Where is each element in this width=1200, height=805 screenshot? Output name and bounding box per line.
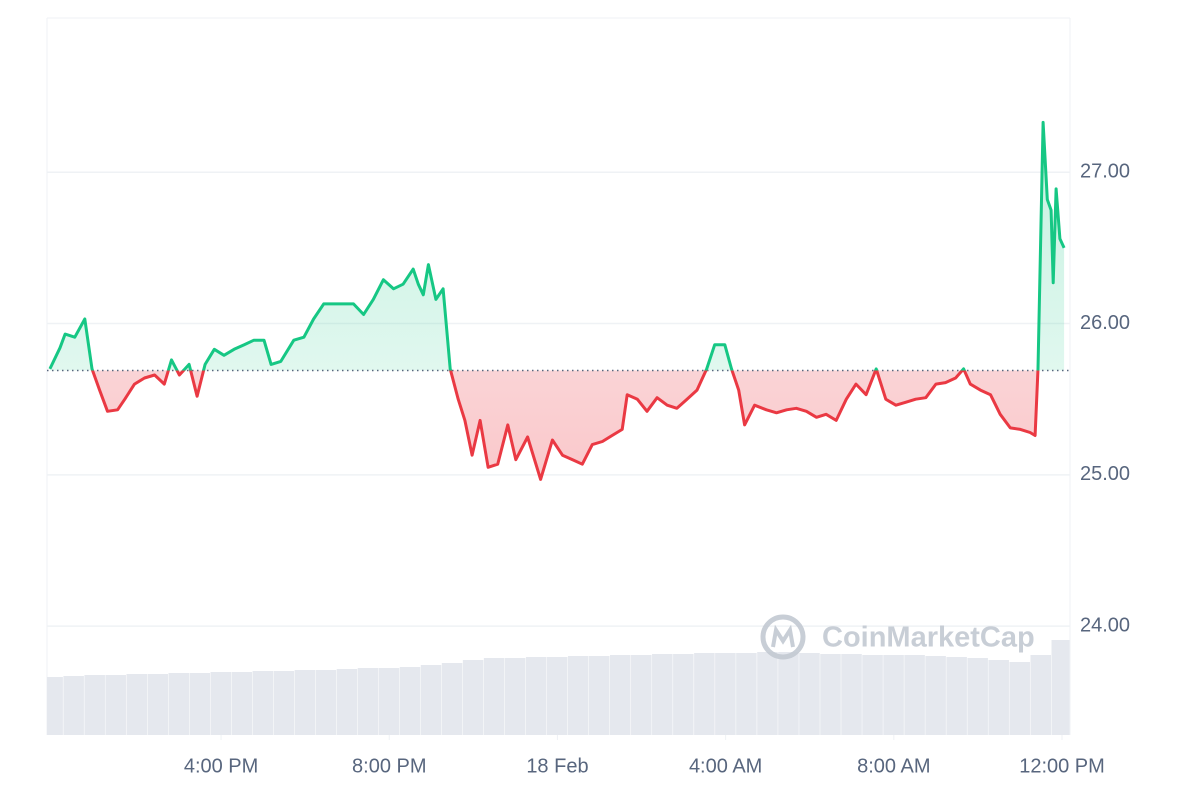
volume-bar xyxy=(105,675,126,735)
volume-bar xyxy=(946,657,967,735)
volume-bar xyxy=(757,652,778,735)
volume-bar xyxy=(441,663,463,735)
volume-bar xyxy=(610,655,631,735)
volume-bar xyxy=(1009,662,1030,735)
y-tick-label: 24.00 xyxy=(1080,614,1130,636)
area-down xyxy=(92,370,1038,480)
volume-bar xyxy=(904,655,925,735)
volume-bar xyxy=(631,655,652,735)
watermark-text: CoinMarketCap xyxy=(822,622,1035,654)
volume-bar xyxy=(715,653,736,735)
background-layer: 24.00 25.00 26.00 27.00 4:00 PM 8:00 PM 18 Feb… xyxy=(46,17,1130,777)
x-tick-label: 4:00 PM xyxy=(184,755,258,777)
volume-bar xyxy=(673,654,694,735)
volume-bar xyxy=(126,674,147,735)
volume-bar xyxy=(231,672,253,735)
volume-bar xyxy=(273,671,295,735)
volume-bar xyxy=(820,654,841,735)
y-tick-label: 26.00 xyxy=(1080,312,1130,334)
volume-bar xyxy=(483,658,505,735)
volume-bar xyxy=(252,671,274,735)
x-tick-label: 18 Feb xyxy=(526,755,588,777)
volume-bar xyxy=(694,653,715,735)
volume-bar xyxy=(967,658,988,735)
volume-bar xyxy=(294,670,316,735)
volume-bar xyxy=(462,660,484,735)
x-tick-label: 8:00 PM xyxy=(352,755,426,777)
volume-bar xyxy=(1030,655,1051,735)
volume-bar xyxy=(147,674,169,735)
volume-bar xyxy=(525,657,547,735)
plot-layer xyxy=(47,120,1070,481)
x-tick-label: 8:00 AM xyxy=(857,755,930,777)
volume-bar xyxy=(315,670,337,735)
volume-bar xyxy=(799,653,820,735)
volume-bar xyxy=(988,660,1009,735)
volume-bar xyxy=(778,652,799,735)
y-tick-label: 27.00 xyxy=(1080,161,1130,183)
volume-bar xyxy=(189,673,211,735)
volume-bar xyxy=(47,677,63,735)
y-tick-label: 25.00 xyxy=(1080,463,1130,485)
volume-bar xyxy=(399,667,421,735)
volume-bar xyxy=(378,668,400,735)
volume-bar xyxy=(357,668,379,735)
watermark-logo-mark xyxy=(771,624,795,648)
volume-bar xyxy=(652,654,673,735)
price-line-up xyxy=(48,120,1066,371)
price-line-down xyxy=(90,370,1040,481)
volume-bar xyxy=(420,665,442,735)
volume-bar xyxy=(567,656,589,735)
volume-bar xyxy=(63,676,84,735)
volume-bar xyxy=(504,658,526,735)
volume-bar xyxy=(883,655,904,735)
volume-bar xyxy=(1051,640,1070,735)
volume-bar xyxy=(336,669,358,735)
x-tick-label: 12:00 PM xyxy=(1019,755,1105,777)
volume-bar xyxy=(841,654,862,735)
volume-bar xyxy=(210,672,232,735)
volume-bar xyxy=(588,656,610,735)
volume-bar xyxy=(168,673,190,735)
volume-bar xyxy=(546,657,568,735)
x-tick-label: 4:00 AM xyxy=(689,755,762,777)
watermark: CoinMarketCap xyxy=(760,614,1035,660)
volume-bar xyxy=(736,653,757,735)
volume-bar xyxy=(925,656,946,735)
volume-bar xyxy=(84,675,105,735)
volume-bar xyxy=(862,655,883,735)
watermark-logo xyxy=(760,614,806,660)
